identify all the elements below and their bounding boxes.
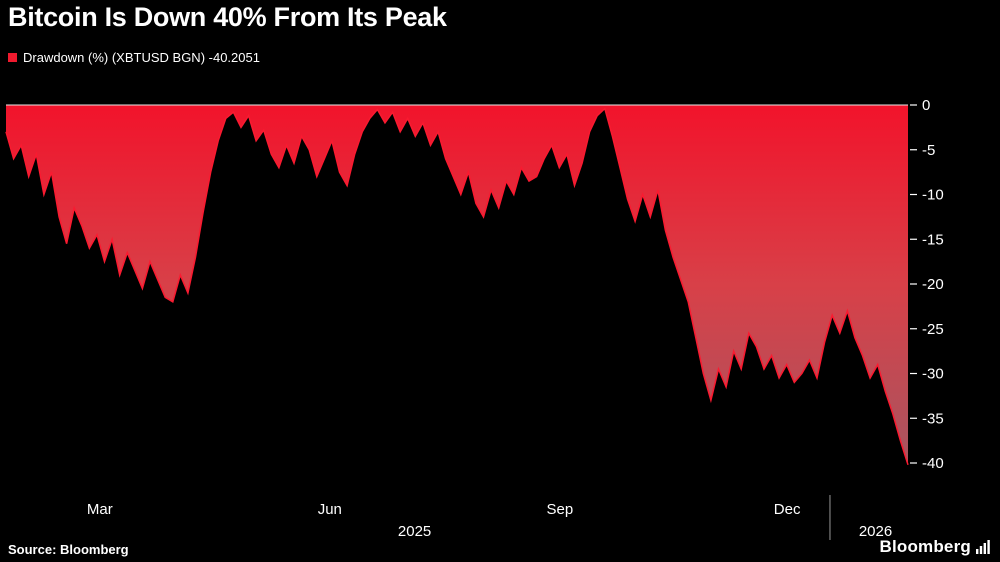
y-axis-tick-label: -20 [922,276,944,293]
x-axis-tick-label: Mar [87,501,113,518]
x-axis-tick-label: Jun [318,501,342,518]
y-axis-tick-label: -25 [922,321,944,338]
y-axis-tick-label: -40 [922,455,944,472]
bloomberg-wordmark: Bloomberg [879,537,971,556]
y-axis-tick-label: 0 [922,97,930,114]
bloomberg-logo: Bloomberg [879,537,990,557]
x-axis-tick-label: Sep [546,501,573,518]
y-axis-tick-label: -10 [922,187,944,204]
year-label: 2026 [859,523,892,540]
drawdown-line [5,107,909,466]
legend: Drawdown (%) (XBTUSD BGN) -40.2051 [8,50,260,65]
y-axis-tick-label: -15 [922,231,944,248]
y-axis-tick-label: -30 [922,366,944,383]
bloomberg-bars-icon [976,540,990,554]
x-axis-tick-label: Dec [774,501,801,518]
y-axis-tick-label: -35 [922,410,944,427]
y-axis-tick-label: -5 [922,142,935,159]
chart-title: Bitcoin Is Down 40% From Its Peak [8,2,447,32]
legend-label: Drawdown (%) (XBTUSD BGN) -40.2051 [23,50,260,65]
source-text: Source: Bloomberg [8,542,129,557]
legend-swatch [8,53,17,62]
year-label: 2025 [398,523,431,540]
drawdown-area [6,105,908,465]
